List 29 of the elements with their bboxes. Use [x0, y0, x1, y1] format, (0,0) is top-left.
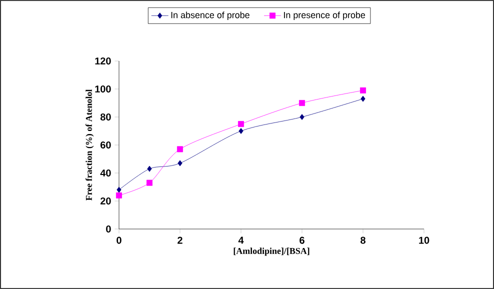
point [299, 100, 306, 106]
y-tick-label: 0 [106, 225, 111, 233]
y-tick-label: 100 [95, 85, 111, 93]
x-tick-label: 4 [238, 236, 244, 244]
x-tick-label: 10 [419, 236, 430, 244]
point [238, 121, 244, 127]
y-tick-label: 60 [100, 141, 111, 149]
point [360, 96, 366, 102]
x-tick-label: 2 [178, 236, 182, 244]
point [147, 166, 152, 172]
x-tick-label: 6 [300, 236, 304, 244]
point [116, 186, 122, 193]
point [300, 114, 304, 120]
point [238, 128, 244, 134]
point [116, 192, 122, 198]
point [178, 160, 182, 166]
x-axis-title: [Amlodipine]/[BSA] [234, 248, 310, 256]
point [146, 180, 152, 186]
point [360, 87, 366, 94]
y-tick-label: 20 [100, 197, 111, 205]
x-tick-label: 8 [360, 236, 366, 244]
y-tick-label: 120 [95, 57, 111, 65]
y-tick-label: 80 [100, 113, 111, 121]
legend-label: In absence of probe [171, 12, 250, 20]
y-tick-label: 40 [100, 169, 111, 177]
x-tick-label: 0 [116, 236, 122, 244]
legend-label: In presence of probe [284, 12, 366, 20]
y-axis-title: Free fraction (%) of Atenolol [86, 89, 94, 201]
point [177, 146, 183, 152]
